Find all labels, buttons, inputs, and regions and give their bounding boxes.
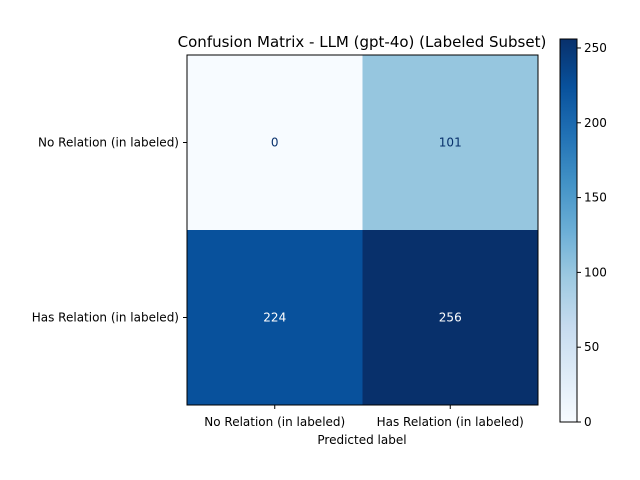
colorbar-tick-label: 150	[584, 191, 607, 205]
colorbar-ticks: 0 50 100 150 200 250	[577, 41, 607, 429]
colorbar-tick-label: 250	[584, 41, 607, 55]
colorbar-tick-label: 0	[584, 415, 592, 429]
cell-value-label: 101	[439, 136, 462, 150]
cell-value-label: 224	[263, 311, 286, 325]
x-axis-label: Predicted label	[317, 433, 406, 447]
colorbar	[559, 38, 578, 423]
matrix-cell	[187, 55, 363, 231]
col-tick-label: Has Relation (in labeled)	[377, 415, 524, 429]
chart-title: Confusion Matrix - LLM (gpt-4o) (Labeled…	[178, 33, 547, 51]
col-tick-label: No Relation (in labeled)	[204, 415, 345, 429]
plot-frame	[186, 54, 539, 406]
matrix-cells: 0 101 224 256	[187, 55, 539, 406]
cell-value-label: 0	[271, 136, 279, 150]
row-tick-label: No Relation (in labeled)	[38, 136, 179, 150]
col-tick-labels: No Relation (in labeled) Has Relation (in…	[204, 405, 524, 429]
colorbar-tick-label: 200	[584, 116, 607, 130]
matrix-cell	[362, 230, 539, 406]
row-tick-label: Has Relation (in labeled)	[32, 311, 179, 325]
colorbar-tick-label: 50	[584, 340, 599, 354]
row-tick-labels: No Relation (in labeled) Has Relation (in…	[32, 136, 187, 325]
colorbar-tick-label: 100	[584, 265, 607, 279]
matrix-cell	[187, 230, 363, 406]
matrix-cell	[362, 55, 539, 231]
cell-value-label: 256	[439, 311, 462, 325]
